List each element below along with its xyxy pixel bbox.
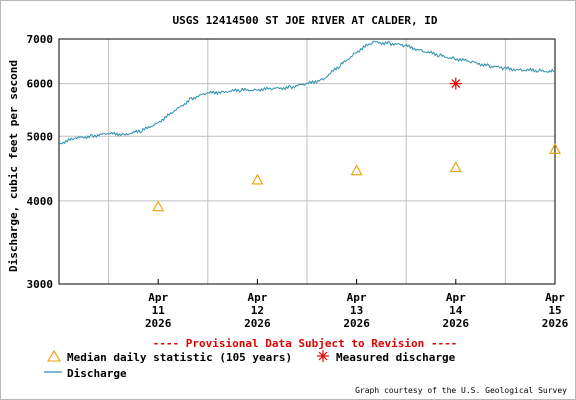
y-tick-label: 4000 [27,195,54,208]
median-marker [152,200,165,212]
grid-layer [59,38,555,285]
median-legend-label: Median daily statistic (105 years) [67,351,292,364]
x-tick-label: 2026 [244,317,271,330]
provisional-annotation: ---- Provisional Data Subject to Revisio… [153,337,458,350]
x-tick-labels: Apr112026Apr122026Apr132026Apr142026Apr1… [145,279,569,330]
y-axis-label: Discharge, cubic feet per second [7,60,20,272]
chart-title: USGS 12414500 ST JOE RIVER AT CALDER, ID [173,14,438,27]
usgs-credit: Graph courtesy of the U.S. Geological Su… [355,386,567,395]
measured-legend-label: Measured discharge [336,351,456,364]
x-tick-label: 2026 [343,317,370,330]
x-tick-label: Apr [446,291,466,304]
x-tick-label: Apr [247,291,267,304]
x-tick-label: 2026 [443,317,470,330]
x-tick-label: 14 [449,304,463,317]
x-tick-label: 2026 [145,317,172,330]
median-marker [449,161,462,172]
y-tick-label: 6000 [27,78,54,91]
y-tick-label: 7000 [27,33,54,46]
legend: Median daily statistic (105 years) Measu… [44,349,456,380]
x-tick-label: 15 [548,304,561,317]
x-tick-label: 2026 [542,317,569,330]
median-marker [251,173,264,185]
measured-legend-marker [317,350,329,362]
y-tick-label: 3000 [27,278,54,291]
series-layer [58,40,561,212]
x-tick-label: 13 [350,304,363,317]
median-marker [350,164,363,176]
median-legend-marker [47,349,61,362]
discharge-legend-label: Discharge [67,367,127,380]
x-tick-label: Apr [148,291,168,304]
x-tick-label: 12 [251,304,264,317]
discharge-line [58,40,556,145]
y-tick-label: 5000 [27,130,54,143]
plot-area [58,38,556,285]
measured-marker [449,77,462,90]
y-tick-labels: 3000 4000 5000 6000 7000 [27,33,54,291]
median-marker [549,143,561,154]
x-tick-label: Apr [347,291,367,304]
x-tick-label: Apr [545,291,565,304]
x-tick-label: 11 [152,304,166,317]
